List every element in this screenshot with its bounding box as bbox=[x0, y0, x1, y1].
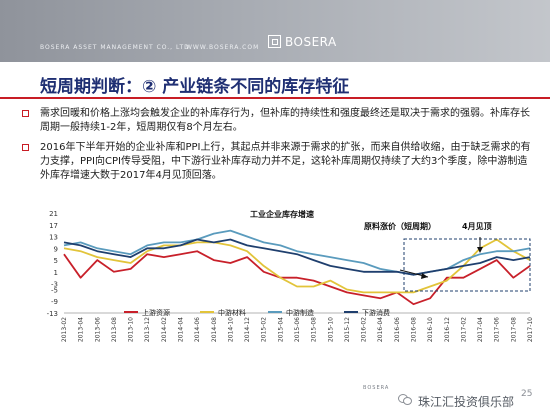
club-name: 珠江汇投资俱乐部 bbox=[418, 393, 514, 410]
annotation-label: 原料涨价（短周期） bbox=[364, 221, 436, 231]
x-tick-label: 2013-08 bbox=[111, 317, 118, 342]
legend-label: 中游制造 bbox=[286, 308, 314, 317]
bosera-logo: BOSERA bbox=[268, 32, 330, 52]
y-tick-label: 21 bbox=[49, 210, 58, 218]
x-tick-label: 2017-02 bbox=[460, 317, 467, 342]
company-line: BOSERA ASSET MANAGEMENT CO., LTD bbox=[40, 44, 190, 51]
x-tick-label: 2013-06 bbox=[94, 317, 101, 342]
y-tick-label: 13 bbox=[49, 234, 58, 242]
arrow-head-icon bbox=[421, 273, 428, 279]
x-tick-label: 2016-06 bbox=[394, 317, 401, 342]
x-tick-label: 2017-04 bbox=[477, 317, 484, 342]
y-tick-label: 9 bbox=[54, 245, 58, 253]
x-tick-label: 2014-08 bbox=[211, 317, 218, 342]
slide-title: 短周期判断：② 产业链条不同的库存特征 bbox=[40, 72, 349, 97]
y-tick-label: 5 bbox=[54, 257, 58, 265]
x-tick-label: 2013-12 bbox=[144, 317, 151, 342]
x-tick-label: 2015-10 bbox=[327, 317, 334, 342]
bullet-square-icon bbox=[22, 144, 29, 151]
series-line bbox=[64, 251, 530, 304]
x-tick-label: 2014-02 bbox=[161, 317, 168, 342]
x-tick-label: 2016-08 bbox=[411, 317, 418, 342]
y-tick-label: 1 bbox=[54, 269, 58, 277]
x-tick-label: 2016-12 bbox=[444, 317, 451, 342]
logo-text: BOSERA bbox=[285, 35, 337, 49]
y-tick-label: -13 bbox=[47, 310, 58, 318]
x-tick-label: 2016-10 bbox=[427, 317, 434, 342]
x-tick-label: 2016-04 bbox=[377, 317, 384, 342]
x-tick-label: 2015-02 bbox=[261, 317, 268, 342]
website-url: WWW.BOSERA.COM bbox=[186, 44, 259, 51]
y-tick-label: -9 bbox=[51, 298, 58, 306]
x-tick-label: 2015-12 bbox=[344, 317, 351, 342]
x-tick-label: 2017-06 bbox=[494, 317, 501, 342]
bullet-square-icon bbox=[22, 110, 29, 117]
x-tick-label: 2015-04 bbox=[277, 317, 284, 342]
x-tick-label: 2015-06 bbox=[294, 317, 301, 342]
legend-label: 下游消费 bbox=[362, 308, 390, 317]
x-tick-label: 2014-04 bbox=[178, 317, 185, 342]
footer-brand: BOSERA bbox=[363, 385, 389, 391]
x-tick-label: 2014-10 bbox=[227, 317, 234, 342]
bullet-text: 需求回暖和价格上涨均会触发企业的补库存行为，但补库的持续性和强度最终还是取决于需… bbox=[40, 107, 532, 135]
x-tick-label: 2017-10 bbox=[527, 317, 534, 342]
logo-mark-icon bbox=[268, 35, 281, 48]
legend-label: 中游材料 bbox=[218, 308, 246, 317]
title-divider bbox=[0, 97, 550, 99]
header-banner: BOSERA ASSET MANAGEMENT CO., LTD WWW.BOS… bbox=[0, 0, 550, 62]
x-tick-label: 2013-04 bbox=[78, 317, 85, 342]
bullet-item: 2016年下半年开始的企业补库和PPI上行，其起点并非来源于需求的扩张，而来自供… bbox=[22, 141, 532, 185]
x-tick-label: 2014-06 bbox=[194, 317, 201, 342]
x-tick-label: 2015-08 bbox=[311, 317, 318, 342]
slide-title-bar: 短周期判断：② 产业链条不同的库存特征 bbox=[40, 72, 540, 96]
x-tick-label: 2013-10 bbox=[128, 317, 135, 342]
bullet-text: 2016年下半年开始的企业补库和PPI上行，其起点并非来源于需求的扩张，而来自供… bbox=[40, 141, 532, 183]
page-number: 25 bbox=[521, 389, 532, 399]
x-tick-label: 2016-02 bbox=[361, 317, 368, 342]
annotation-label: 工业企业库存增速 bbox=[250, 209, 314, 219]
x-tick-label: 2017-08 bbox=[510, 317, 517, 342]
x-tick-label: 2014-12 bbox=[244, 317, 251, 342]
bullet-item: 需求回暖和价格上涨均会触发企业的补库存行为，但补库的持续性和强度最终还是取决于需… bbox=[22, 107, 532, 137]
wechat-icon bbox=[398, 392, 412, 404]
y-tick-label: -5 bbox=[51, 286, 58, 294]
annotation-label: 4月见顶 bbox=[462, 222, 492, 231]
y-tick-label: 17 bbox=[49, 222, 58, 230]
x-tick-label: 2013-02 bbox=[61, 317, 68, 342]
legend-label: 上游资源 bbox=[142, 308, 170, 317]
